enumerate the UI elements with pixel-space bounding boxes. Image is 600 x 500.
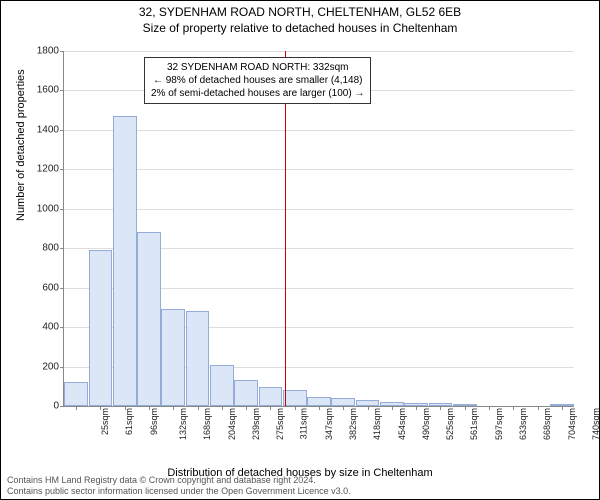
x-tick-label: 490sqm (421, 408, 431, 440)
x-tick-label: 239sqm (251, 408, 261, 440)
x-tick-mark (440, 406, 441, 410)
y-tick-mark (60, 209, 64, 210)
x-tick-mark (100, 406, 101, 410)
annotation-line-1: 32 SYDENHAM ROAD NORTH: 332sqm (151, 61, 364, 74)
footer-line-1: Contains HM Land Registry data © Crown c… (7, 475, 351, 486)
x-tick-mark (489, 406, 490, 410)
y-tick-mark (60, 288, 64, 289)
y-tick-mark (60, 51, 64, 52)
x-tick-mark (76, 406, 77, 410)
y-tick-mark (60, 90, 64, 91)
x-tick-label: 525sqm (445, 408, 455, 440)
y-tick-mark (60, 367, 64, 368)
y-tick-mark (60, 130, 64, 131)
x-tick-mark (270, 406, 271, 410)
x-tick-mark (173, 406, 174, 410)
y-tick-mark (60, 406, 64, 407)
annotation-box: 32 SYDENHAM ROAD NORTH: 332sqm ← 98% of … (144, 57, 371, 104)
x-tick-label: 668sqm (542, 408, 552, 440)
y-tick-label: 0 (53, 401, 59, 412)
x-tick-mark (198, 406, 199, 410)
chart-container: 32, SYDENHAM ROAD NORTH, CHELTENHAM, GL5… (0, 0, 600, 500)
footer-line-2: Contains public sector information licen… (7, 486, 351, 497)
y-tick-label: 1200 (37, 164, 59, 175)
x-tick-label: 347sqm (324, 408, 334, 440)
histogram-bar (259, 387, 283, 406)
y-tick-label: 400 (42, 322, 59, 333)
x-tick-label: 633sqm (518, 408, 528, 440)
histogram-bar (234, 380, 258, 406)
y-tick-label: 1600 (37, 85, 59, 96)
histogram-bar (331, 398, 355, 406)
gridline-h (64, 209, 574, 210)
x-tick-label: 740sqm (591, 408, 600, 440)
x-tick-label: 454sqm (397, 408, 407, 440)
histogram-bar (307, 397, 331, 406)
x-tick-mark (416, 406, 417, 410)
x-tick-label: 168sqm (202, 408, 212, 440)
y-tick-label: 1400 (37, 124, 59, 135)
x-tick-label: 382sqm (348, 408, 358, 440)
x-tick-label: 561sqm (469, 408, 479, 440)
x-tick-mark (149, 406, 150, 410)
x-tick-label: 96sqm (149, 408, 159, 435)
y-tick-label: 200 (42, 361, 59, 372)
title-sub: Size of property relative to detached ho… (1, 21, 599, 35)
annotation-line-3: 2% of semi-detached houses are larger (1… (151, 87, 364, 100)
y-tick-label: 1000 (37, 203, 59, 214)
x-tick-mark (222, 406, 223, 410)
x-tick-mark (562, 406, 563, 410)
y-tick-mark (60, 327, 64, 328)
x-tick-label: 704sqm (567, 408, 577, 440)
chart-plot-area: 32 SYDENHAM ROAD NORTH: 332sqm ← 98% of … (63, 51, 574, 407)
x-tick-mark (343, 406, 344, 410)
x-tick-mark (295, 406, 296, 410)
y-tick-label: 1800 (37, 46, 59, 57)
histogram-bar (283, 390, 307, 406)
x-tick-mark (125, 406, 126, 410)
x-tick-mark (246, 406, 247, 410)
x-tick-mark (513, 406, 514, 410)
x-tick-label: 132sqm (178, 408, 188, 440)
histogram-bar (161, 309, 185, 406)
y-tick-mark (60, 169, 64, 170)
x-tick-label: 418sqm (372, 408, 382, 440)
y-tick-label: 600 (42, 282, 59, 293)
x-tick-label: 25sqm (100, 408, 110, 435)
histogram-bar (113, 116, 137, 406)
x-tick-label: 61sqm (124, 408, 134, 435)
x-tick-mark (538, 406, 539, 410)
x-tick-label: 275sqm (275, 408, 285, 440)
histogram-bar (186, 311, 210, 406)
gridline-h (64, 169, 574, 170)
x-tick-mark (465, 406, 466, 410)
x-tick-label: 311sqm (299, 408, 309, 439)
histogram-bar (137, 232, 161, 406)
reference-line (285, 51, 286, 406)
annotation-line-2: ← 98% of detached houses are smaller (4,… (151, 74, 364, 87)
x-tick-label: 204sqm (227, 408, 237, 440)
footer-attribution: Contains HM Land Registry data © Crown c… (7, 475, 351, 497)
x-tick-mark (368, 406, 369, 410)
gridline-h (64, 130, 574, 131)
y-tick-label: 800 (42, 243, 59, 254)
title-main: 32, SYDENHAM ROAD NORTH, CHELTENHAM, GL5… (1, 5, 599, 19)
histogram-bar (64, 382, 88, 406)
x-tick-mark (319, 406, 320, 410)
histogram-bar (210, 365, 234, 406)
y-axis-label: Number of detached properties (15, 69, 27, 221)
gridline-h (64, 51, 574, 52)
x-tick-label: 597sqm (494, 408, 504, 440)
x-tick-mark (392, 406, 393, 410)
histogram-bar (89, 250, 113, 406)
y-tick-mark (60, 248, 64, 249)
